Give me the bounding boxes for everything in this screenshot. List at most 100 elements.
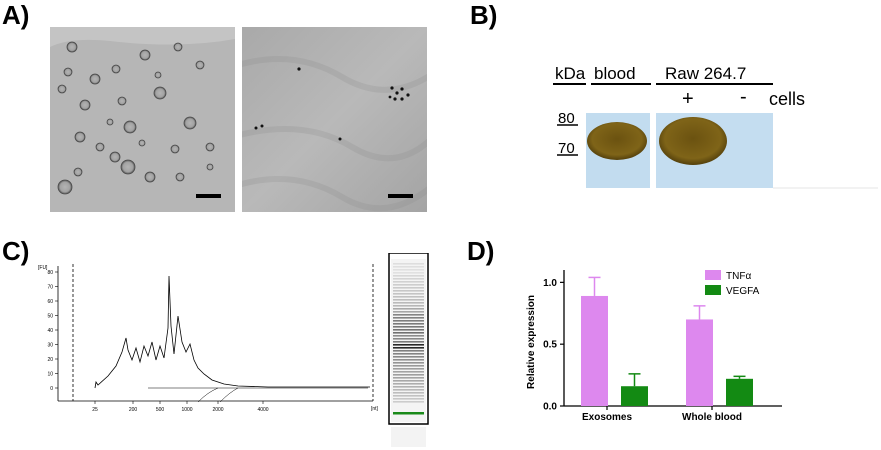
fu-unit-label: [FU] (38, 265, 48, 271)
gel-band (393, 365, 424, 367)
bioanalyzer-electropherogram: [FU] 80 70 60 50 40 30 20 10 0 25 200 500 1000 2000 4… (38, 264, 379, 413)
bar-vegfa (621, 386, 648, 406)
gel-band (393, 359, 424, 361)
vesicle (153, 86, 167, 100)
gel-band (393, 311, 424, 313)
gel-band (393, 317, 424, 319)
gel-band (393, 293, 424, 295)
gel-band (393, 398, 424, 400)
gel-bands (393, 263, 424, 403)
y-tick-label: 1.0 (543, 278, 557, 289)
electropherogram-trace (94, 275, 370, 389)
vesicle (57, 179, 73, 195)
panel-label-c: C) (2, 236, 30, 266)
fu-tick-label: 10 (47, 372, 53, 378)
legend-swatch (705, 270, 721, 280)
panel-label-a: A) (2, 0, 30, 30)
gel-band (393, 347, 424, 349)
gel-band (393, 287, 424, 289)
gel-band (393, 353, 424, 355)
vesicle (139, 49, 151, 61)
gel-band (393, 305, 424, 307)
gel-band (393, 389, 424, 391)
scale-bar-left (196, 194, 221, 198)
y-axis-title: Relative expression (526, 295, 537, 389)
vesicle (175, 172, 185, 182)
legend-swatch (705, 285, 721, 295)
vesicle (63, 67, 73, 77)
band-raw-plus (659, 117, 727, 165)
gel-band (393, 263, 424, 265)
vesicle (123, 120, 137, 134)
kda-label: kDa (555, 64, 586, 83)
blood-label: blood (594, 64, 636, 83)
gel-band (393, 320, 424, 322)
gel-band (393, 275, 424, 277)
marker-80: 80 (558, 110, 575, 127)
vesicle (195, 60, 205, 70)
vesicle (95, 142, 105, 152)
tem-image-right (242, 27, 427, 212)
nt-tick-label: 500 (156, 407, 165, 413)
gel-band (393, 332, 424, 334)
vesicle (154, 71, 162, 79)
panel-label-d: D) (467, 236, 495, 266)
x-category-label: Whole blood (682, 412, 742, 423)
gel-band (393, 383, 424, 385)
vesicle (138, 139, 146, 147)
gel-band (393, 338, 424, 340)
vesicle (117, 96, 127, 106)
vesicle (173, 42, 183, 52)
bar-tnfa (686, 319, 713, 406)
gel-band (393, 296, 424, 298)
vesicles-left (57, 41, 215, 195)
panel-label-b: B) (470, 0, 498, 30)
marker-70: 70 (558, 140, 575, 157)
raw-label: Raw 264.7 (665, 64, 746, 83)
gold-particles (254, 67, 410, 141)
fu-tick-label: 50 (47, 314, 53, 320)
gel-band (393, 314, 424, 316)
gel-band (393, 302, 424, 304)
vesicle (73, 167, 83, 177)
scale-bar-right (388, 194, 413, 198)
legend-label: TNFα (726, 271, 751, 282)
bar-chart-d: Relative expression 0.0 0.5 1.0 Exosomes Wh… (526, 270, 782, 423)
gel-band (393, 278, 424, 280)
x-category-label: Exosomes (582, 412, 632, 423)
vesicle (120, 159, 136, 175)
gel-band (393, 401, 424, 403)
gel-band (393, 374, 424, 376)
gel-band (393, 266, 424, 268)
vesicle (111, 64, 121, 74)
fu-tick-label: 70 (47, 285, 53, 291)
plus-sign: + (682, 88, 694, 110)
fu-tick-label: 0 (50, 386, 53, 392)
vesicle (57, 84, 67, 94)
nt-tick-label: 2000 (212, 407, 223, 413)
gel-band (393, 395, 424, 397)
gel-band (393, 368, 424, 370)
gel-lane (388, 253, 429, 447)
nt-tick-label: 200 (129, 407, 138, 413)
nt-unit-label: [nt] (371, 406, 379, 412)
gel-band (393, 386, 424, 388)
vesicle (66, 41, 78, 53)
gel-band (393, 392, 424, 394)
y-tick-label: 0.5 (543, 340, 557, 351)
gel-band (393, 308, 424, 310)
vesicle (74, 131, 86, 143)
vesicle (106, 118, 114, 126)
nt-tick-label: 4000 (257, 407, 268, 413)
vesicle (109, 151, 121, 163)
fu-tick-label: 20 (47, 357, 53, 363)
nt-tick-label: 25 (92, 407, 98, 413)
gel-band (393, 344, 424, 346)
vesicle (144, 171, 156, 183)
gel-band (393, 326, 424, 328)
vesicle (79, 99, 91, 111)
cells-label: cells (769, 89, 805, 109)
gel-band (393, 323, 424, 325)
vesicle (205, 142, 215, 152)
y-tick-label: 0.0 (543, 402, 557, 413)
